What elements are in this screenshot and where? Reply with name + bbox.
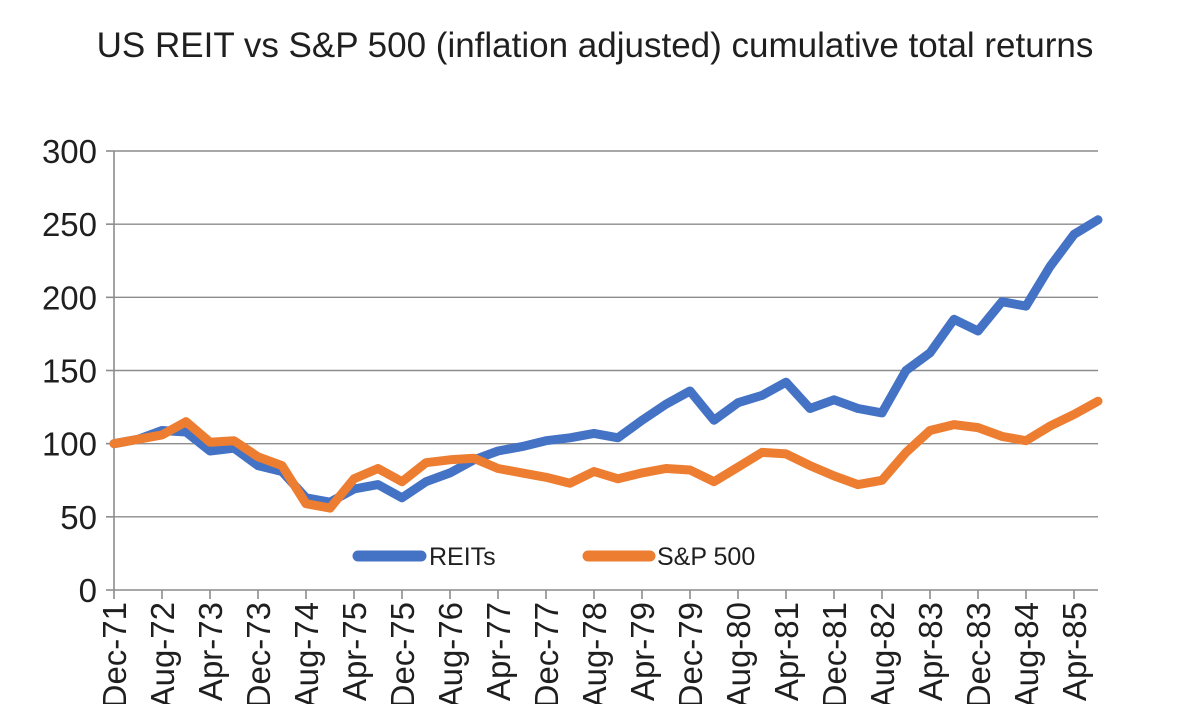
y-axis-tick-label: 200 xyxy=(42,279,97,316)
x-axis-tick-label: Aug-78 xyxy=(576,602,613,704)
x-axis-tick-label: Apr-73 xyxy=(192,602,229,701)
x-axis-tick-label: Dec-77 xyxy=(528,602,565,704)
series-lines xyxy=(109,215,1103,513)
legend-item: S&P 500 xyxy=(582,543,755,571)
x-axis-tick-label: Dec-81 xyxy=(816,602,853,704)
x-axis-tick-label: Aug-76 xyxy=(432,602,469,704)
x-axis-tick-label: Apr-81 xyxy=(768,602,805,701)
x-axis-tick-label: Aug-72 xyxy=(144,602,181,704)
legend-label: S&P 500 xyxy=(657,543,755,571)
reits-series-line xyxy=(109,215,1103,507)
chart-legend: REITs S&P 500 xyxy=(352,543,755,571)
y-axis-tick-label: 150 xyxy=(42,353,97,390)
y-axis-tick-label: 50 xyxy=(60,499,97,536)
x-axis-tick-label: Dec-79 xyxy=(672,602,709,704)
x-axis-tick-label: Aug-74 xyxy=(288,602,325,704)
legend-item: REITs xyxy=(352,543,496,571)
x-axis-tick-label: Apr-85 xyxy=(1056,602,1093,701)
x-axis-tick-label: Aug-84 xyxy=(1008,602,1045,704)
x-axis-tick-label: Apr-77 xyxy=(480,602,517,701)
chart-title: US REIT vs S&P 500 (inflation adjusted) … xyxy=(97,26,1094,65)
y-gridlines xyxy=(114,150,1098,518)
y-axis-tick-label: 250 xyxy=(42,206,97,243)
x-axis-tick-label: Dec-73 xyxy=(240,602,277,704)
y-axis-tick-marks xyxy=(106,150,114,591)
x-axis-tick-label: Apr-83 xyxy=(912,602,949,701)
y-axis-tick-label: 300 xyxy=(42,133,97,170)
x-axis-tick-label: Aug-80 xyxy=(720,602,757,704)
x-axis-tick-label: Dec-75 xyxy=(384,602,421,704)
y-axis-tick-label: 0 xyxy=(79,572,97,609)
x-axis-tick-label: Apr-79 xyxy=(624,602,661,701)
x-axis-tick-label: Aug-82 xyxy=(864,602,901,704)
y-axis-tick-label: 100 xyxy=(42,426,97,463)
x-axis-tick-marks xyxy=(113,590,1075,599)
legend-label: REITs xyxy=(429,543,496,571)
x-axis-tick-label: Apr-75 xyxy=(336,602,373,701)
x-axis-tick-label: Dec-83 xyxy=(960,602,997,704)
y-axis-labels: 0 50 100 150 200 250 300 xyxy=(42,133,97,609)
sp500-series-line xyxy=(109,396,1103,513)
x-axis-labels: Dec-71 Aug-72 Apr-73 Dec-73 Aug-74 Apr-75 Dec-… xyxy=(96,602,1093,704)
x-axis-tick-label: Dec-71 xyxy=(96,602,133,704)
